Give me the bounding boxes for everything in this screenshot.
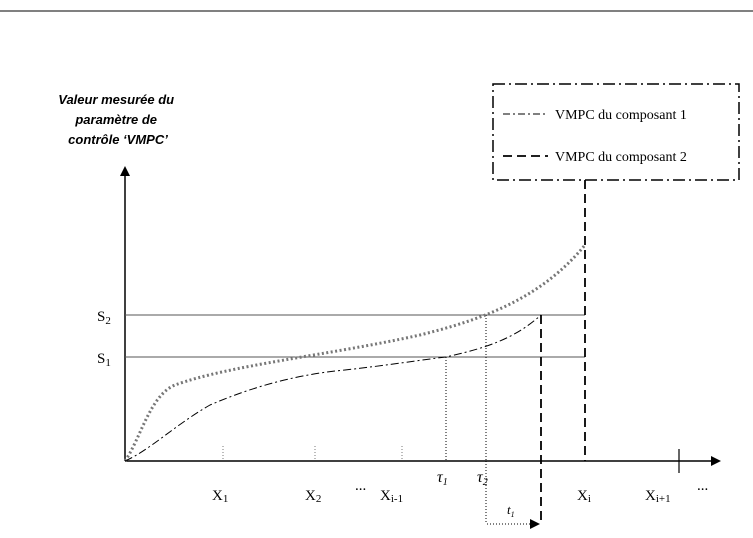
threshold-label-s1: S1 <box>97 351 111 369</box>
tau2-label: τ2 <box>477 469 488 488</box>
x-tick-ellipsis-2: ... <box>697 478 708 494</box>
x-tick-x1: X1 <box>212 488 228 505</box>
threshold-label-s2: S2 <box>97 309 111 327</box>
curve-vmpc-composant-1 <box>124 314 542 462</box>
x-tick-xi-1: Xi-1 <box>380 488 403 505</box>
y-axis-label-line-1: Valeur mesurée du <box>58 92 174 107</box>
y-axis-label: Valeur mesurée du paramètre de contrôle … <box>58 92 177 147</box>
tau1-label: τ1 <box>437 469 448 488</box>
curve-vmpc-dotted <box>123 244 587 462</box>
legend-label-composant-1: VMPC du composant 1 <box>555 108 687 123</box>
legend-box <box>492 83 740 181</box>
y-axis-label-line-2: paramètre de <box>74 112 157 127</box>
legend: VMPC du composant 1 VMPC du composant 2 <box>492 83 740 181</box>
y-axis-label-line-3: contrôle ‘VMPC’ <box>68 132 168 147</box>
legend-label-composant-2: VMPC du composant 2 <box>555 150 687 165</box>
x-tick-xi+1: Xi+1 <box>645 488 671 505</box>
x-tick-xi: Xi <box>577 488 591 505</box>
x-tick-x2: X2 <box>305 488 321 505</box>
x-tick-ellipsis-1: ... <box>355 478 366 494</box>
t1-label: t1 <box>507 502 515 519</box>
